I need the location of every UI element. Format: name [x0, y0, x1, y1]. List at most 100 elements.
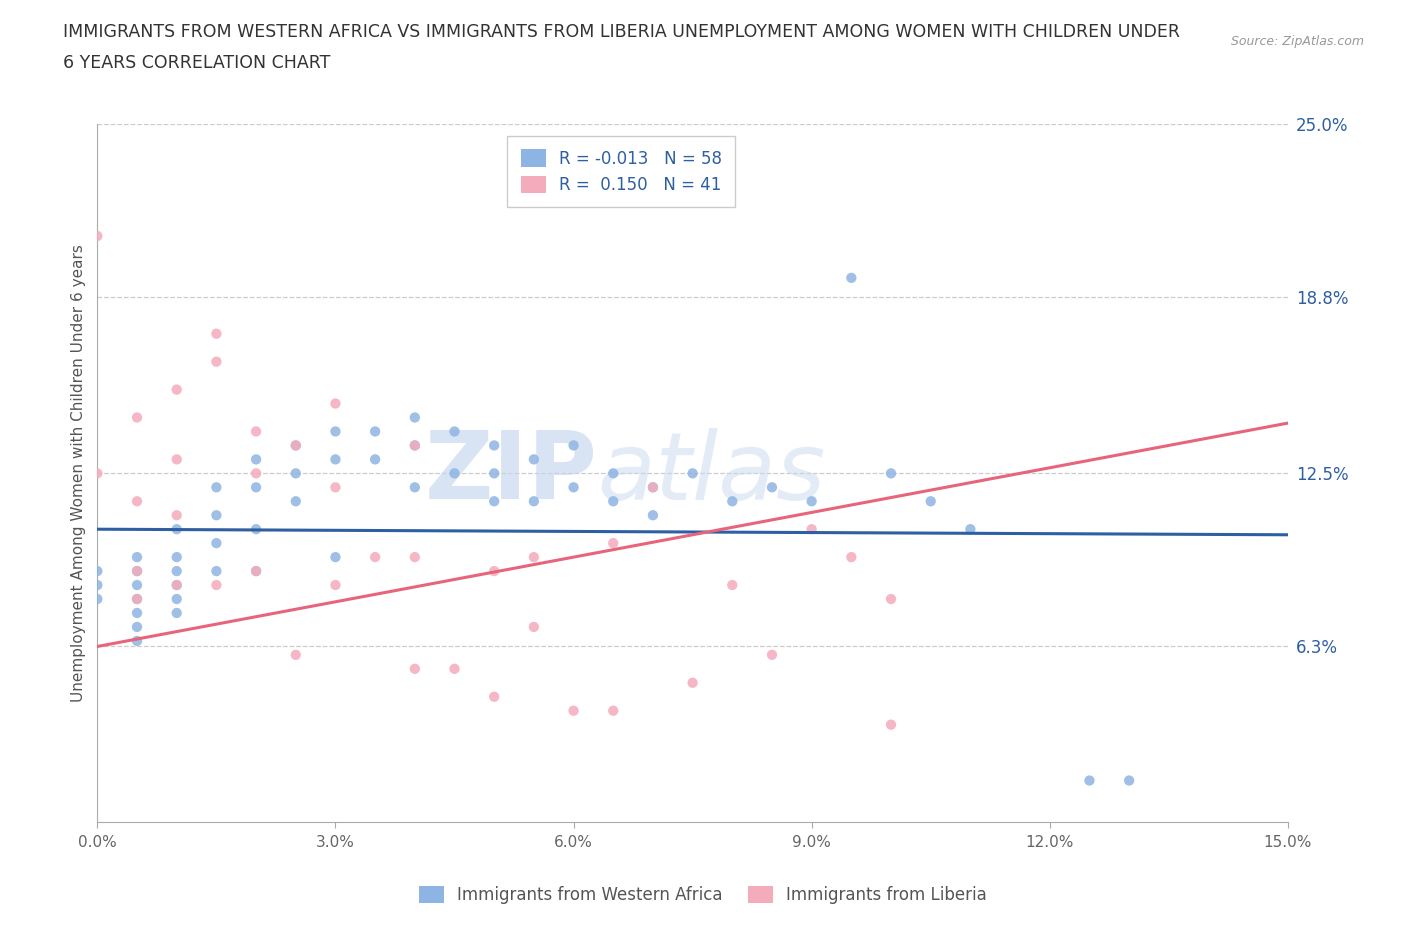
Point	[245, 564, 267, 578]
Point	[166, 508, 188, 523]
Point	[166, 605, 188, 620]
Point	[562, 703, 585, 718]
Point	[245, 424, 267, 439]
Text: atlas: atlas	[598, 428, 825, 519]
Point	[245, 522, 267, 537]
Point	[761, 480, 783, 495]
Point	[205, 480, 228, 495]
Point	[721, 494, 744, 509]
Point	[682, 466, 704, 481]
Point	[325, 396, 347, 411]
Point	[443, 424, 465, 439]
Point	[364, 452, 387, 467]
Point	[166, 564, 188, 578]
Point	[86, 578, 108, 592]
Point	[245, 480, 267, 495]
Text: ZIP: ZIP	[425, 428, 598, 519]
Point	[721, 578, 744, 592]
Point	[205, 508, 228, 523]
Point	[125, 410, 148, 425]
Point	[523, 619, 546, 634]
Point	[284, 494, 307, 509]
Point	[205, 564, 228, 578]
Point	[1078, 773, 1101, 788]
Point	[841, 550, 863, 565]
Point	[482, 564, 505, 578]
Point	[404, 550, 426, 565]
Text: IMMIGRANTS FROM WESTERN AFRICA VS IMMIGRANTS FROM LIBERIA UNEMPLOYMENT AMONG WOM: IMMIGRANTS FROM WESTERN AFRICA VS IMMIGR…	[63, 23, 1180, 41]
Point	[761, 647, 783, 662]
Point	[562, 438, 585, 453]
Point	[166, 382, 188, 397]
Point	[641, 480, 664, 495]
Point	[245, 564, 267, 578]
Point	[523, 550, 546, 565]
Point	[404, 410, 426, 425]
Point	[125, 564, 148, 578]
Point	[205, 326, 228, 341]
Point	[125, 591, 148, 606]
Point	[959, 522, 981, 537]
Point	[404, 480, 426, 495]
Point	[880, 466, 903, 481]
Point	[682, 675, 704, 690]
Point	[166, 578, 188, 592]
Point	[125, 619, 148, 634]
Point	[166, 591, 188, 606]
Legend: Immigrants from Western Africa, Immigrants from Liberia: Immigrants from Western Africa, Immigran…	[412, 879, 994, 910]
Point	[125, 550, 148, 565]
Point	[245, 466, 267, 481]
Point	[404, 438, 426, 453]
Point	[284, 647, 307, 662]
Point	[245, 452, 267, 467]
Point	[166, 452, 188, 467]
Point	[641, 508, 664, 523]
Point	[205, 354, 228, 369]
Point	[325, 578, 347, 592]
Point	[880, 591, 903, 606]
Point	[443, 661, 465, 676]
Point	[125, 591, 148, 606]
Point	[880, 717, 903, 732]
Point	[166, 550, 188, 565]
Point	[404, 661, 426, 676]
Point	[602, 466, 624, 481]
Point	[482, 494, 505, 509]
Point	[602, 703, 624, 718]
Point	[443, 466, 465, 481]
Point	[125, 494, 148, 509]
Point	[364, 424, 387, 439]
Point	[602, 494, 624, 509]
Point	[523, 452, 546, 467]
Point	[325, 480, 347, 495]
Point	[482, 438, 505, 453]
Point	[205, 536, 228, 551]
Point	[364, 550, 387, 565]
Point	[482, 466, 505, 481]
Point	[86, 591, 108, 606]
Point	[800, 494, 823, 509]
Point	[86, 466, 108, 481]
Point	[166, 578, 188, 592]
Point	[166, 522, 188, 537]
Point	[562, 480, 585, 495]
Point	[284, 438, 307, 453]
Point	[325, 452, 347, 467]
Point	[125, 605, 148, 620]
Point	[125, 564, 148, 578]
Text: Source: ZipAtlas.com: Source: ZipAtlas.com	[1230, 35, 1364, 48]
Legend: R = -0.013   N = 58, R =  0.150   N = 41: R = -0.013 N = 58, R = 0.150 N = 41	[508, 136, 735, 207]
Point	[125, 633, 148, 648]
Point	[325, 424, 347, 439]
Text: 6 YEARS CORRELATION CHART: 6 YEARS CORRELATION CHART	[63, 54, 330, 72]
Point	[523, 494, 546, 509]
Point	[920, 494, 942, 509]
Point	[284, 438, 307, 453]
Point	[205, 578, 228, 592]
Point	[641, 480, 664, 495]
Point	[86, 564, 108, 578]
Point	[325, 550, 347, 565]
Point	[284, 466, 307, 481]
Point	[125, 578, 148, 592]
Point	[1118, 773, 1140, 788]
